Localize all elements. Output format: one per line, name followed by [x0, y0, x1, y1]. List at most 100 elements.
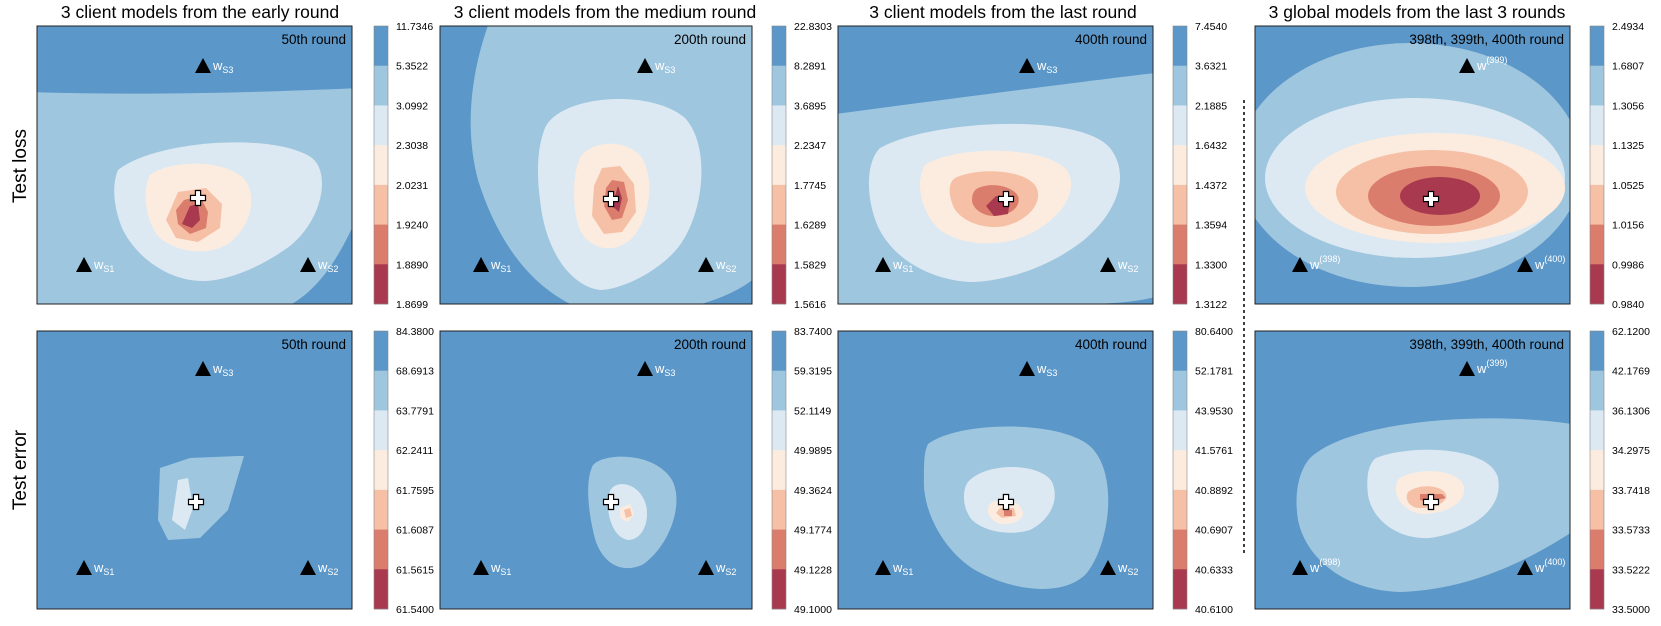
colorbar-segment: [1173, 529, 1187, 570]
colorbar-tick-label: 1.4372: [1195, 180, 1227, 192]
colorbar-segment: [1590, 489, 1604, 530]
panel-error-early: [36, 330, 353, 610]
model-marker-triangle: [1459, 58, 1475, 73]
round-label: 200th round: [674, 337, 746, 352]
plot-frame: [1254, 330, 1571, 610]
model-marker-triangle: [195, 361, 211, 376]
colorbar-tick-label: 1.0156: [1612, 220, 1644, 232]
colorbar-tick-label: 1.1325: [1612, 140, 1644, 152]
model-marker-label: wS1: [93, 560, 114, 577]
round-label: 398th, 399th, 400th round: [1409, 32, 1564, 47]
model-marker-label: wS2: [715, 560, 736, 577]
model-marker-triangle: [76, 560, 92, 575]
colorbar-tick-label: 40.6100: [1195, 604, 1233, 616]
plot-frame: [837, 330, 1154, 610]
colorbar-tick-label: 8.2891: [794, 61, 826, 73]
colorbar-tick-label: 61.7595: [396, 485, 434, 497]
colorbar-tick-label: 11.7346: [396, 21, 433, 33]
colorbar-tick-label: 1.0525: [1612, 180, 1644, 192]
colorbar-tick-label: 3.0992: [396, 100, 428, 112]
colorbar-tick-label: 7.4540: [1195, 21, 1227, 33]
colorbar-tick-label: 43.9530: [1195, 405, 1233, 417]
plot-frame: [36, 330, 353, 610]
model-marker-label: wS2: [1117, 560, 1138, 577]
colorbar-tick-label: 1.3300: [1195, 259, 1227, 271]
row-label-test-error: Test error: [10, 429, 31, 510]
colorbar-segment: [1590, 450, 1604, 491]
colorbar-tick-label: 1.3594: [1195, 220, 1227, 232]
colorbar-tick-label: 80.6400: [1195, 326, 1233, 338]
overlay-error-early: 50th round wS3 wS1 wS2 84.3800 68.6913 63.7791…: [76, 326, 434, 616]
model-marker-triangle: [637, 58, 653, 73]
colorbar-segment: [1173, 184, 1187, 225]
round-label: 400th round: [1075, 337, 1147, 352]
colorbar-tick-label: 41.5761: [1195, 445, 1233, 457]
overlay-loss-early: 50th round wS3 wS1 wS2 11.7346 5.3522 3.0992 2.…: [76, 21, 433, 311]
colorbar-segment: [374, 65, 388, 106]
colorbar-tick-label: 2.1885: [1195, 100, 1227, 112]
model-marker-triangle: [195, 58, 211, 73]
colorbar-segment: [1173, 145, 1187, 186]
colorbar-tick-label: 33.5733: [1612, 525, 1650, 537]
model-marker-label: wS1: [892, 257, 913, 274]
colorbar-tick-label: 49.1000: [794, 604, 832, 616]
colorbar-tick-label: 52.1149: [794, 405, 831, 417]
contour-level-1: [182, 204, 200, 228]
colorbar-tick-label: 59.3195: [794, 366, 832, 378]
colorbar-tick-label: 61.6087: [396, 525, 434, 537]
model-marker-label: w(399): [1476, 55, 1507, 73]
model-marker-label: w(399): [1476, 358, 1507, 376]
plot-frame: [1254, 25, 1571, 305]
contour-level-1: [1400, 177, 1480, 215]
colorbar-segment: [1590, 370, 1604, 411]
colorbar-tick-label: 2.2347: [794, 140, 826, 152]
model-marker-label: wS3: [212, 58, 233, 75]
plot-frame: [36, 25, 353, 305]
colorbar-segment: [1590, 184, 1604, 225]
colorbar-segment: [1590, 145, 1604, 186]
overlay-loss-medium: 200th round wS3 wS1 wS2 22.8303 8.2891 3.6895 2…: [473, 21, 832, 311]
colorbar-segment: [374, 105, 388, 146]
colorbar-segment: [1590, 569, 1604, 610]
colorbar-segment: [374, 370, 388, 411]
colorbar-segment: [1173, 450, 1187, 491]
colorbar-tick-label: 1.3056: [1612, 100, 1644, 112]
colorbar-tick-label: 42.1769: [1612, 366, 1650, 378]
colorbar-tick-label: 40.6333: [1195, 564, 1233, 576]
overlay-loss-global: 398th, 399th, 400th round w(399) w(398) w(4…: [1292, 21, 1644, 311]
model-marker-triangle: [1292, 560, 1308, 575]
model-marker-label: wS2: [317, 560, 338, 577]
colorbar-segment: [1173, 105, 1187, 146]
average-model-cross-icon: [602, 190, 620, 208]
colorbar-segment: [374, 489, 388, 530]
round-label: 50th round: [281, 337, 346, 352]
colorbar-tick-label: 1.6807: [1612, 61, 1644, 73]
colorbar-segment: [1590, 410, 1604, 451]
colorbar-tick-label: 83.7400: [794, 326, 832, 338]
colorbar-segment: [772, 224, 786, 265]
overlay-error-last: 400th round wS3 wS1 wS2 80.6400 52.1781 43.953…: [875, 326, 1233, 616]
model-marker-label: w(400): [1534, 254, 1565, 272]
colorbar-tick-label: 3.6321: [1195, 61, 1227, 73]
model-marker-label: wS1: [490, 257, 511, 274]
colorbar-tick-label: 61.5400: [396, 604, 434, 616]
colorbar-frame: [1172, 330, 1188, 610]
colorbar-segment: [1173, 224, 1187, 265]
colorbar-tick-label: 1.8890: [396, 259, 428, 271]
colorbar-segment: [772, 489, 786, 530]
model-marker-triangle: [76, 257, 92, 272]
colorbar-tick-label: 5.3522: [396, 61, 428, 73]
column-title-medium: 3 client models from the medium round: [454, 2, 757, 22]
colorbar-tick-label: 40.6907: [1195, 525, 1233, 537]
colorbar-segment: [772, 370, 786, 411]
plot-frame: [439, 330, 753, 610]
colorbar-segment: [772, 450, 786, 491]
colorbar-tick-label: 1.5616: [794, 299, 826, 311]
average-model-cross-icon: [997, 493, 1015, 511]
colorbar-tick-label: 61.5615: [396, 564, 434, 576]
colorbar-tick-label: 0.9840: [1612, 299, 1644, 311]
colorbar-segment: [374, 569, 388, 610]
colorbar-tick-label: 68.6913: [396, 366, 434, 378]
colorbar-segment: [1173, 410, 1187, 451]
colorbar-segment: [374, 145, 388, 186]
